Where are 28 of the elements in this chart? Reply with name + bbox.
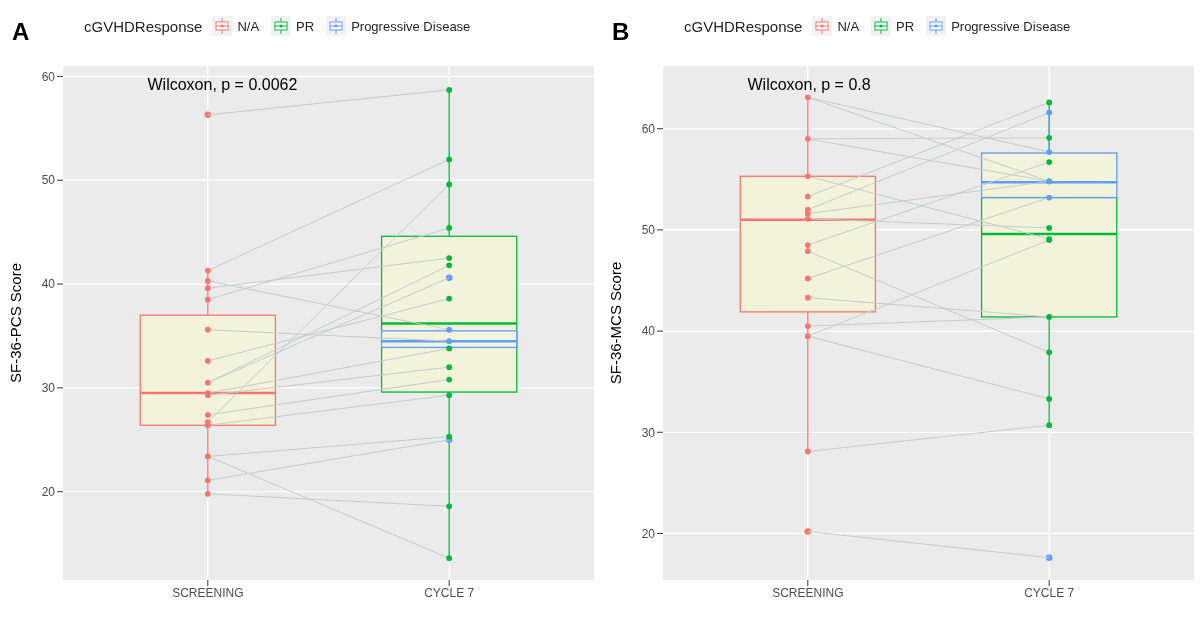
- legend-label: N/A: [837, 18, 860, 34]
- y-tick-label: 30: [41, 381, 56, 396]
- y-axis-title: SF-36-MCS Score: [607, 261, 625, 385]
- y-tick-label: 60: [41, 69, 56, 84]
- y-tick-label: 20: [641, 526, 656, 541]
- chart-title: A: [12, 18, 30, 46]
- y-tick-label: 40: [641, 324, 656, 339]
- annotation: Wilcoxon, p = 0.8: [747, 76, 871, 94]
- legend-title: cGVHDResponse: [84, 17, 203, 35]
- y-tick-label: 30: [641, 425, 656, 440]
- y-axis-title: SF-36-PCS Score: [7, 262, 25, 384]
- legend-label: PR: [896, 18, 915, 34]
- x-tick-label: CYCLE 7: [424, 585, 475, 600]
- legend-label: N/A: [237, 18, 260, 34]
- x-tick-label: CYCLE 7: [1024, 585, 1075, 600]
- y-tick-label: 20: [41, 485, 56, 499]
- legend-label: PR: [296, 18, 315, 34]
- x-tick-label: SCREENING: [772, 585, 844, 600]
- y-tick-label: 50: [641, 223, 656, 238]
- y-tick-label: 40: [41, 277, 56, 292]
- x-tick-label: SCREENING: [172, 585, 244, 600]
- legend-label: Progressive Disease: [951, 18, 1071, 34]
- y-tick-label: 50: [41, 173, 56, 188]
- legend-label: Progressive Disease: [351, 18, 471, 34]
- y-tick-label: 60: [641, 121, 656, 136]
- legend-title: cGVHDResponse: [684, 17, 803, 35]
- chart-title: B: [612, 18, 630, 46]
- annotation: Wilcoxon, p = 0.0062: [147, 76, 298, 94]
